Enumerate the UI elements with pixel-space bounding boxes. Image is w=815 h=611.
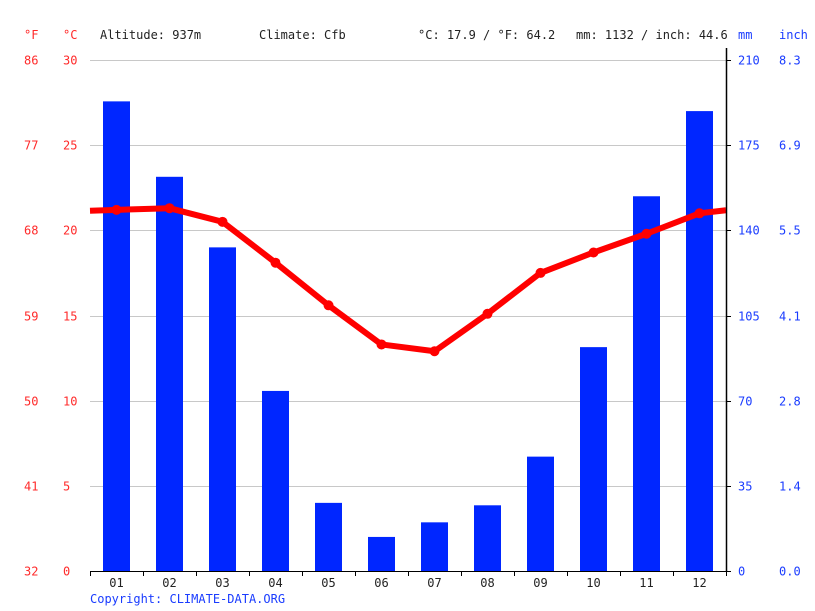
mm-tick-label: 0	[738, 565, 745, 579]
inch-tick-label: 5.5	[779, 224, 801, 238]
precipitation-bar	[315, 502, 342, 571]
month-label: 07	[427, 576, 441, 590]
temperature-point	[217, 216, 228, 227]
inch-tick-label: 8.3	[779, 54, 801, 68]
axes	[90, 48, 731, 576]
precipitation-bar	[527, 456, 554, 571]
average-temperature-label: °C: 17.9 / °F: 64.2	[418, 28, 556, 42]
precipitation-bar	[580, 347, 607, 571]
celsius-tick-label: 30	[63, 54, 77, 68]
inch-tick-label: 0.0	[779, 565, 801, 579]
mm-tick-label: 210	[738, 54, 760, 68]
temperature-point	[323, 300, 334, 311]
month-label: 03	[215, 576, 229, 590]
celsius-tick-label: 10	[63, 395, 77, 409]
temperature-polyline	[89, 205, 727, 355]
fahrenheit-tick-label: 77	[24, 139, 38, 153]
celsius-unit-label: °C	[63, 28, 78, 42]
mm-tick-label: 70	[738, 395, 752, 409]
temperature-point	[376, 339, 387, 350]
month-label: 08	[480, 576, 494, 590]
month-label: 04	[268, 576, 282, 590]
temperature-point	[164, 203, 175, 214]
fahrenheit-tick-label: 50	[24, 395, 38, 409]
right-axis-labels: 0 0.0 35 1.4 70 2.8 105 4.1 140 5.5 175 6.9 210 8.3	[738, 54, 801, 579]
month-label: 11	[639, 576, 653, 590]
climate-label: Climate: Cfb	[259, 28, 346, 42]
precipitation-bar	[156, 176, 183, 572]
inch-tick-label: 1.4	[779, 480, 801, 494]
month-label: 09	[533, 576, 547, 590]
precipitation-bars	[103, 101, 713, 572]
precipitation-bar	[474, 505, 501, 571]
celsius-tick-label: 20	[63, 224, 77, 238]
total-precipitation-label: mm: 1132 / inch: 44.6	[576, 28, 728, 42]
celsius-tick-label: 15	[63, 310, 77, 324]
precipitation-bar	[262, 390, 289, 571]
fahrenheit-tick-label: 86	[24, 54, 38, 68]
precipitation-bar	[103, 101, 130, 571]
inch-tick-label: 4.1	[779, 310, 801, 324]
mm-tick-label: 35	[738, 480, 752, 494]
temperature-point	[535, 267, 546, 278]
left-axis-labels: 32 0 41 5 50 10 59 15 68 20 77 25 86 30	[24, 54, 77, 579]
mm-unit-label: mm	[738, 28, 753, 42]
month-label: 06	[374, 576, 388, 590]
fahrenheit-tick-label: 68	[24, 224, 38, 238]
precipitation-bar	[209, 247, 236, 571]
precipitation-bar	[421, 522, 448, 571]
fahrenheit-tick-label: 59	[24, 310, 38, 324]
mm-tick-label: 175	[738, 139, 760, 153]
altitude-label: Altitude: 937m	[100, 28, 202, 42]
precipitation-bar	[633, 196, 660, 571]
grid-lines	[90, 60, 726, 487]
inch-tick-label: 6.9	[779, 139, 801, 153]
x-axis-labels: 01 02 03 04 05 06 07 08 09 10 11 12	[109, 576, 706, 590]
temperature-point	[482, 308, 493, 319]
temperature-point	[641, 228, 652, 239]
inch-tick-label: 2.8	[779, 395, 801, 409]
fahrenheit-tick-label: 32	[24, 565, 38, 579]
fahrenheit-unit-label: °F	[24, 28, 39, 42]
temperature-point	[429, 346, 440, 357]
inch-unit-label: inch	[779, 28, 808, 42]
month-label: 01	[109, 576, 123, 590]
temperature-line	[89, 203, 727, 357]
temperature-point	[588, 247, 599, 258]
mm-tick-label: 105	[738, 310, 760, 324]
fahrenheit-tick-label: 41	[24, 480, 38, 494]
precipitation-bar	[686, 111, 713, 571]
month-label: 02	[162, 576, 176, 590]
month-label: 05	[321, 576, 335, 590]
month-label: 10	[586, 576, 600, 590]
celsius-tick-label: 25	[63, 139, 77, 153]
temperature-point	[111, 204, 122, 215]
temperature-point	[694, 208, 705, 219]
celsius-tick-label: 0	[63, 565, 70, 579]
temperature-point	[270, 257, 281, 268]
celsius-tick-label: 5	[63, 480, 70, 494]
mm-tick-label: 140	[738, 224, 760, 238]
precipitation-bar	[368, 536, 395, 571]
copyright-link[interactable]: Copyright: CLIMATE-DATA.ORG	[90, 592, 286, 606]
month-label: 12	[692, 576, 706, 590]
